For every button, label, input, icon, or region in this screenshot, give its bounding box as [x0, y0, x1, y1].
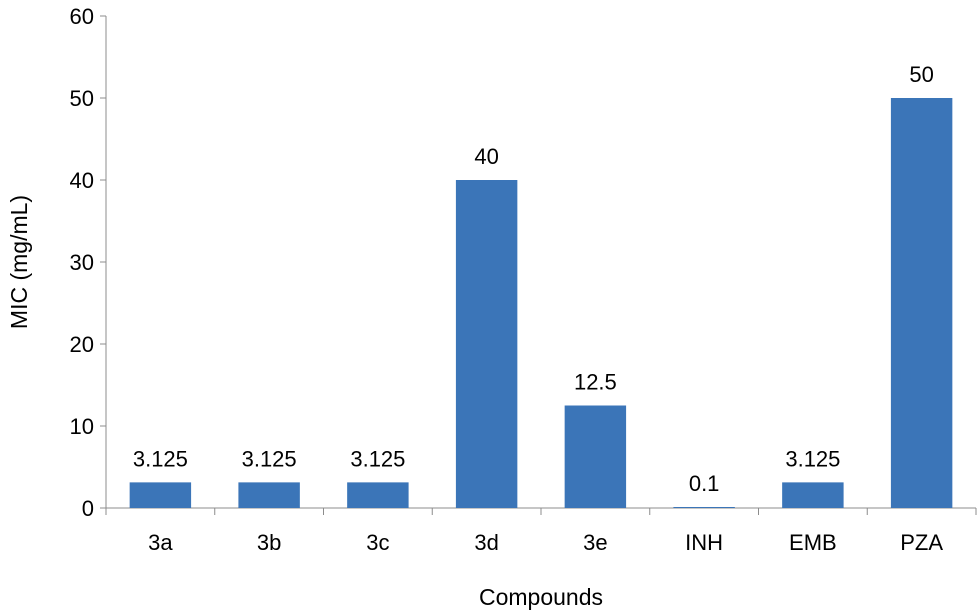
y-tick-label: 20 [70, 332, 94, 357]
data-label-emb: 3.125 [785, 446, 840, 471]
data-label-pza: 50 [909, 62, 933, 87]
bar-3c [347, 482, 409, 508]
data-label-3a: 3.125 [133, 446, 188, 471]
data-label-3d: 40 [474, 144, 498, 169]
y-tick-label: 60 [70, 4, 94, 29]
y-tick-label: 30 [70, 250, 94, 275]
data-label-3b: 3.125 [242, 446, 297, 471]
x-tick-label: 3d [474, 530, 498, 555]
bar-3e [564, 405, 627, 508]
bar-3a [129, 482, 192, 508]
axes: 0 10 20 30 40 50 60 3a 3b 3c 3d 3e INH EMB PZA [70, 4, 977, 555]
x-tick-label: 3e [583, 530, 607, 555]
bar-3d [455, 180, 518, 508]
y-axis-title: MIC (mg/mL) [6, 195, 32, 329]
y-tick-label: 40 [70, 168, 94, 193]
data-labels: 3.125 3.125 3.125 40 12.5 0.1 3.125 50 [133, 62, 934, 496]
y-tick-label: 10 [70, 414, 94, 439]
x-tick-label: PZA [900, 530, 943, 555]
data-label-3e: 12.5 [574, 370, 617, 395]
bar-emb [782, 482, 844, 508]
x-tick-label: 3c [366, 530, 389, 555]
y-tick-label: 50 [70, 86, 94, 111]
x-axis-title: Compounds [479, 584, 603, 610]
data-label-inh: 0.1 [689, 471, 720, 496]
x-tick-label: INH [685, 530, 723, 555]
bars [129, 98, 953, 508]
bar-pza [890, 98, 953, 508]
bar-inh [673, 507, 735, 508]
x-tick-label: 3b [257, 530, 281, 555]
data-label-3c: 3.125 [350, 446, 405, 471]
y-tick-label: 0 [82, 496, 94, 521]
x-tick-label: EMB [789, 530, 837, 555]
x-tick-label: 3a [148, 530, 173, 555]
bar-3b [238, 482, 300, 508]
